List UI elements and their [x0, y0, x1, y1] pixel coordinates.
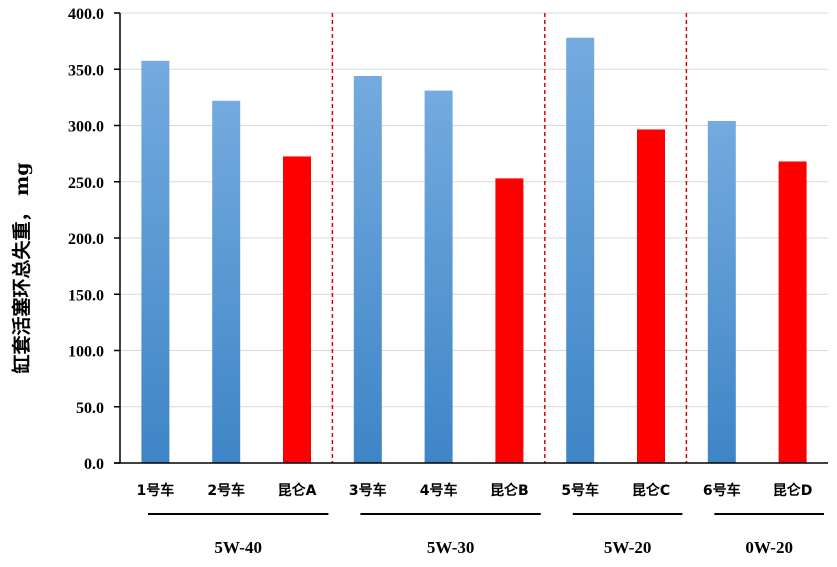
group-label: 5W-20 — [604, 538, 652, 557]
x-tick-label: 6号车 — [703, 482, 741, 499]
bar — [212, 100, 241, 463]
y-axis-label: 缸套活塞环总失重， mg — [10, 162, 33, 373]
y-tick-label: 250.0 — [68, 175, 104, 192]
bars — [141, 37, 807, 463]
bar — [283, 156, 311, 463]
x-tick-label: 4号车 — [420, 482, 458, 499]
y-tick-label: 50.0 — [76, 400, 104, 417]
y-tick-label: 200.0 — [68, 231, 104, 248]
y-tick-label: 300.0 — [68, 119, 104, 136]
x-tick-label: 5号车 — [561, 482, 599, 499]
x-tick-label: 昆仑D — [773, 482, 813, 499]
x-tick-labels: 1号车 2号车 昆仑A 3号车 4号车 昆仑B 5号车 昆仑C 6号车 昆仑D — [137, 482, 813, 499]
y-tick-label: 150.0 — [68, 287, 104, 304]
y-tick-label: 400.0 — [68, 6, 104, 23]
group-label: 0W-20 — [745, 538, 793, 557]
x-tick-label: 3号车 — [349, 482, 387, 499]
bar — [141, 60, 170, 463]
y-tick-label: 100.0 — [68, 344, 104, 361]
bar — [637, 129, 665, 463]
bar — [495, 178, 524, 463]
x-tick-label: 昆仑C — [632, 482, 670, 499]
x-tick-label: 昆仑A — [278, 482, 317, 499]
x-tick-label: 昆仑B — [490, 482, 529, 499]
x-tick-label: 2号车 — [207, 482, 245, 499]
bar — [424, 90, 453, 463]
group-dividers — [331, 13, 688, 463]
group-label: 5W-30 — [427, 538, 475, 557]
group-labels: 5W-40 5W-30 5W-20 0W-20 — [148, 513, 824, 557]
bar — [778, 161, 807, 463]
group-label: 5W-40 — [214, 538, 262, 557]
x-tick-label: 1号车 — [137, 482, 175, 499]
y-tick-label: 0.0 — [84, 456, 104, 473]
y-tick-label: 350.0 — [68, 62, 104, 79]
bar — [353, 76, 382, 463]
bar — [566, 37, 595, 463]
bar — [707, 121, 736, 463]
y-tick-labels: 0.0 50.0 100.0 150.0 200.0 250.0 300.0 350.0 400… — [68, 6, 120, 473]
